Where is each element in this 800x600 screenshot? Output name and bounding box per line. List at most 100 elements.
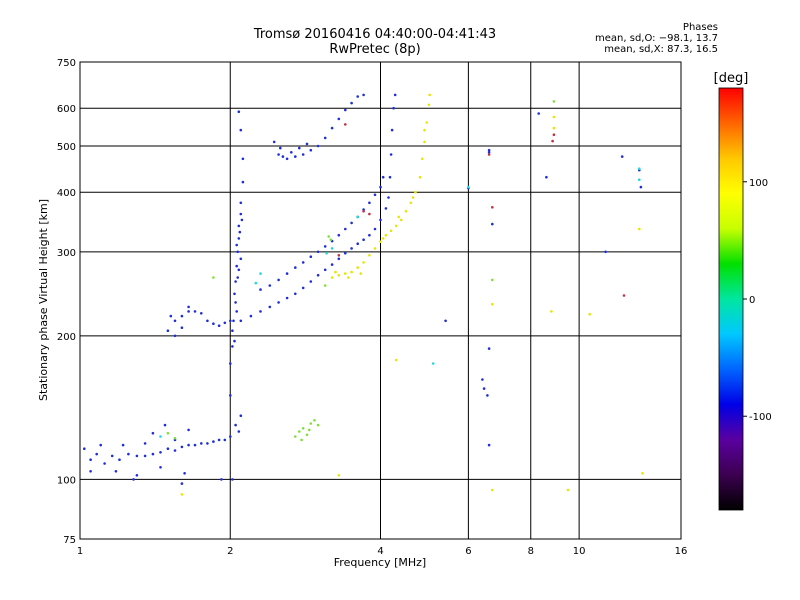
data-point: [537, 112, 540, 115]
data-point: [241, 180, 245, 184]
data-point: [259, 288, 262, 291]
data-point: [301, 261, 305, 264]
data-point: [552, 133, 556, 136]
data-point: [200, 312, 203, 315]
data-point: [301, 153, 305, 156]
data-point: [305, 433, 309, 437]
data-point: [388, 175, 392, 179]
x-tick-label: 8: [528, 546, 534, 557]
data-point: [359, 272, 363, 275]
y-tick-labels: 75 100 200 300 400 500 600 750: [57, 58, 76, 546]
data-point: [486, 394, 489, 397]
data-point: [316, 423, 320, 427]
data-point: [132, 478, 135, 481]
data-point: [356, 95, 360, 98]
data-point: [381, 237, 385, 240]
data-point: [330, 276, 334, 279]
data-point: [337, 257, 341, 261]
data-point: [362, 93, 365, 97]
data-point: [337, 254, 341, 257]
data-point: [121, 443, 125, 447]
x-tick-label: 16: [675, 546, 688, 557]
data-point: [239, 414, 243, 418]
data-point: [337, 233, 341, 237]
data-point: [356, 242, 360, 245]
data-point: [135, 454, 139, 458]
data-point: [309, 148, 313, 152]
data-point: [421, 157, 424, 161]
data-point: [491, 278, 494, 282]
data-point: [232, 319, 235, 323]
data-point: [350, 247, 353, 250]
data-point: [639, 185, 643, 189]
data-point: [409, 201, 413, 205]
data-point: [414, 190, 417, 194]
phase-stats-x-mode: mean, sd,X: 87.3, 16.5: [604, 44, 718, 55]
data-point: [379, 185, 382, 189]
data-point: [641, 472, 644, 475]
data-point: [234, 423, 237, 427]
data-point: [298, 146, 301, 150]
y-tick-label: 100: [57, 475, 76, 486]
data-point: [193, 443, 197, 447]
data-point: [239, 128, 243, 132]
data-point: [151, 452, 155, 456]
data-point: [166, 447, 170, 451]
data-point: [411, 196, 415, 199]
data-point: [444, 319, 447, 323]
data-point: [254, 281, 258, 285]
data-point: [344, 123, 347, 126]
plot-frame: [79, 61, 682, 540]
data-point: [212, 276, 215, 279]
data-point: [362, 209, 365, 213]
data-point: [350, 270, 353, 274]
data-point: [425, 121, 429, 124]
data-point: [423, 128, 426, 132]
data-point: [344, 108, 347, 112]
data-point: [236, 276, 239, 279]
data-point: [368, 233, 371, 237]
data-point: [298, 430, 301, 433]
x-tick-labels: 1 2 4 6 8 10 16: [77, 546, 688, 557]
y-tick-label: 400: [57, 188, 76, 199]
data-point: [491, 302, 494, 306]
data-point: [481, 378, 484, 381]
data-point: [347, 276, 350, 279]
data-point: [305, 142, 309, 146]
data-point: [373, 193, 377, 197]
data-point: [330, 247, 334, 250]
data-point: [233, 339, 236, 343]
data-point: [272, 140, 276, 144]
data-point: [325, 251, 328, 255]
data-point: [368, 201, 371, 205]
data-point: [487, 148, 491, 152]
data-point: [384, 207, 388, 210]
data-point: [285, 157, 289, 161]
data-point: [235, 243, 238, 247]
data-point: [487, 443, 491, 447]
data-point: [423, 140, 426, 144]
data-point: [399, 218, 403, 222]
x-tick-label: 10: [573, 546, 586, 557]
data-point: [236, 250, 239, 254]
data-point: [183, 472, 186, 475]
data-point: [180, 445, 184, 449]
data-point: [235, 264, 238, 268]
data-point: [290, 151, 293, 154]
chart-title: Tromsø 20160416 04:40:00-04:41:43: [253, 27, 497, 42]
y-tick-label: 600: [57, 104, 76, 115]
data-point: [223, 438, 227, 442]
data-point: [103, 462, 106, 465]
data-point: [180, 326, 184, 330]
data-point: [187, 443, 190, 447]
data-point: [229, 362, 232, 365]
y-tick-label: 75: [63, 535, 76, 546]
colorbar: [719, 88, 743, 510]
data-point: [337, 273, 341, 277]
data-point: [159, 451, 162, 454]
data-point: [418, 175, 422, 179]
data-point: [334, 270, 337, 274]
data-point: [277, 301, 280, 304]
data-point: [428, 93, 432, 97]
data-point: [491, 206, 494, 209]
